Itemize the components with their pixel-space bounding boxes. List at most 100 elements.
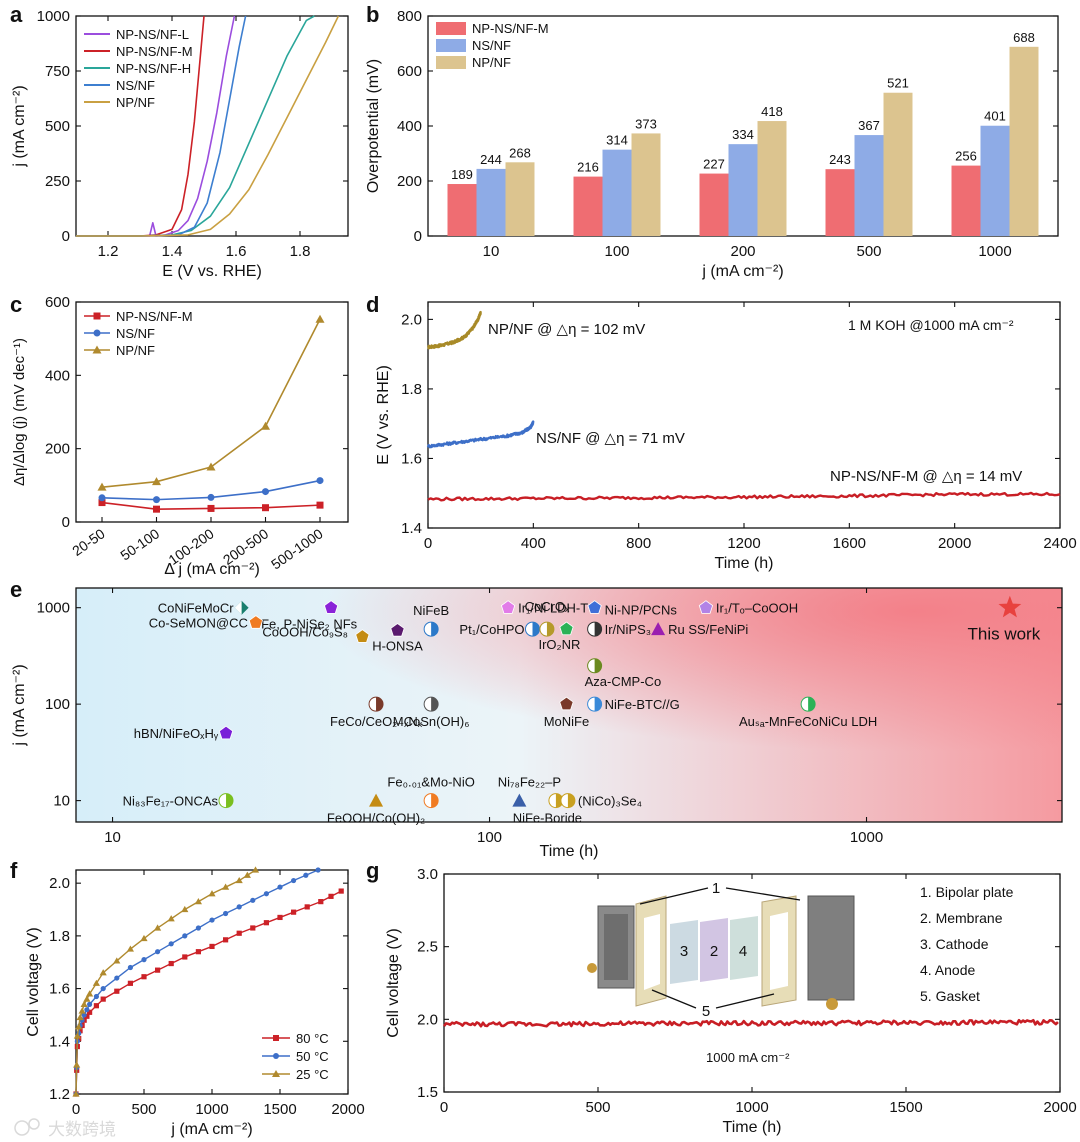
panel-g-electrolyzer-inset: 1 5 3 2 4	[587, 880, 855, 1020]
panel-e-point-label: H-ONSA	[372, 639, 423, 654]
panel-e-point-label: MoNiFe	[544, 714, 590, 729]
panel-d-x-tick-label: 1600	[833, 535, 866, 552]
panel-f-marker	[87, 1001, 93, 1008]
panel-c-y-tick-label: 400	[45, 367, 70, 384]
panel-b-legend-swatch	[436, 56, 466, 69]
panel-d-y-tick-label: 1.6	[401, 450, 422, 467]
panel-f-y-tick-label: 1.2	[49, 1086, 70, 1103]
panel-e-point-label: Pt₁/CoHPO	[459, 622, 524, 637]
panel-c-legend-label: NP/NF	[116, 343, 155, 358]
panel-f-legend-marker	[273, 1035, 279, 1041]
panel-f-legend-label: 80 °C	[296, 1031, 329, 1046]
panel-f-marker	[236, 904, 242, 910]
panel-e-marker-pentagon	[248, 615, 263, 629]
panel-e-point-label: Fe, P-NiSe₂ NFs	[261, 617, 358, 632]
panel-d-series-line	[426, 420, 535, 449]
panel-f-marker	[243, 871, 251, 878]
panel-f-x-tick-label: 2000	[331, 1101, 364, 1118]
panel-e-marker-half-fill	[546, 622, 554, 637]
panel-e-point-label: Ru SS/FeNiPi	[668, 622, 748, 637]
panel-a-series-line	[76, 15, 340, 237]
inset-arrow	[725, 887, 801, 901]
panel-c-legend-marker	[93, 329, 101, 337]
panel-label-e: e	[10, 577, 22, 602]
panel-f-legend-marker	[273, 1053, 279, 1059]
panel-f-y-tick-label: 1.6	[49, 981, 70, 998]
inset-anode	[730, 916, 758, 980]
panel-a-legend-label: NP/NF	[116, 95, 155, 110]
panel-f-marker	[222, 883, 230, 890]
panel-a-legend-label: NS/NF	[116, 78, 155, 93]
panel-f-marker	[235, 876, 243, 884]
panel-a-legend-label: NP-NS/NF-M	[116, 44, 193, 59]
panel-c-plot-frame	[75, 301, 349, 523]
panel-g-series-line	[442, 1018, 1059, 1028]
panel-b-legend-swatch	[436, 22, 466, 35]
panel-f-marker	[76, 1013, 84, 1021]
panel-a-lsv-chart: 1.2 1.4 1.6 1.8 0 250 500 750 1000 E (V vs. RHE) j…	[11, 8, 349, 280]
panel-b-y-tick-label: 200	[397, 173, 422, 190]
panel-e-point-label: FeCo/CeO₂₋ₓNₓ	[330, 714, 423, 729]
panel-f-marker	[126, 945, 134, 952]
panel-e-point-label: NiFe-Boride	[513, 811, 582, 826]
panel-e-marker-half-fill	[226, 793, 234, 808]
panel-e-marker-half-fill	[376, 697, 384, 712]
panel-d-x-tick-label: 800	[626, 535, 651, 552]
panel-e-point-label: Ir₁/Tₒ–CoOOH	[716, 601, 798, 616]
panel-f-marker	[155, 949, 161, 955]
watermark-text: 大数跨境	[48, 1120, 116, 1139]
panel-b-y-axis-label: Overpotential (mV)	[365, 59, 382, 193]
panel-label-g: g	[366, 858, 379, 883]
panel-b-bar-value-label: 227	[703, 157, 725, 172]
panel-f-marker	[291, 877, 297, 884]
panel-d-x-tick-label: 1200	[727, 535, 760, 552]
panel-b-bar-value-label: 334	[732, 127, 754, 142]
panel-e-point-label: This work	[967, 625, 1040, 644]
panel-f-marker	[263, 891, 269, 897]
panel-e-point-label: CoCrOₓ	[525, 599, 570, 614]
panel-b-y-tick-label: 0	[414, 228, 422, 245]
panel-a-legend-label: NP-NS/NF-L	[116, 27, 189, 42]
inset-bipolar-plate-left-face	[604, 914, 628, 980]
panel-e-point-label: IrO₂NR	[538, 637, 580, 652]
inset-arrow	[715, 993, 775, 1009]
panel-e-y-tick-label: 1000	[37, 600, 70, 617]
panel-e-point-label: Aza-CMP-Co	[585, 674, 662, 689]
panel-c-x-tick-label: 500-1000	[268, 525, 326, 572]
panel-e-marker-pentagon	[323, 600, 339, 614]
panel-f-marker	[155, 967, 161, 973]
panel-d-x-axis-label: Time (h)	[715, 555, 774, 572]
panel-f-marker	[182, 954, 188, 960]
panel-f-marker	[328, 893, 334, 899]
panel-g-condition-label: 1000 mA cm⁻²	[706, 1050, 790, 1065]
panel-c-tafel-slope-chart: 0 200 400 600 Δη/Δlog (j) (mV dec⁻¹) 20-50 50-…	[11, 294, 349, 578]
panel-a-x-tick-label: 1.6	[226, 243, 247, 260]
panel-c-legend-label: NS/NF	[116, 326, 155, 341]
panel-d-y-tick-label: 1.4	[401, 520, 422, 537]
panel-f-marker	[113, 957, 121, 964]
panel-c-marker	[98, 494, 106, 502]
panel-f-marker	[209, 917, 215, 923]
panel-e-marker-half-fill	[808, 697, 816, 712]
panel-f-marker	[195, 925, 201, 931]
panel-f-marker	[208, 890, 216, 897]
panel-f-marker	[263, 920, 269, 926]
panel-c-y-tick-label: 200	[45, 441, 70, 458]
panel-g-component-label: 3. Cathode	[920, 936, 989, 952]
panel-f-marker	[100, 996, 106, 1002]
panel-e-x-tick-label: 100	[477, 829, 502, 846]
panel-b-x-tick-label: 200	[730, 243, 755, 260]
panel-d-x-tick-label: 2000	[938, 535, 971, 552]
panel-label-a: a	[10, 2, 23, 27]
panel-f-marker	[87, 1009, 93, 1015]
panel-f-marker	[250, 897, 256, 903]
panel-e-marker-half-fill	[431, 793, 439, 808]
panel-e-y-tick-label: 100	[45, 696, 70, 713]
panel-c-marker	[97, 482, 107, 491]
panel-b-bar	[699, 173, 729, 236]
panel-a-y-tick-label: 500	[45, 118, 70, 135]
panel-a-x-tick-label: 1.8	[290, 243, 311, 260]
inset-label-gasket: 5	[702, 1003, 710, 1020]
panel-f-polarization-chart: 0 500 1000 1500 2000 1.2 1.4 1.6 1.8 2.0 j (mA cm⁻…	[25, 866, 365, 1138]
panel-b-bar	[757, 121, 787, 236]
